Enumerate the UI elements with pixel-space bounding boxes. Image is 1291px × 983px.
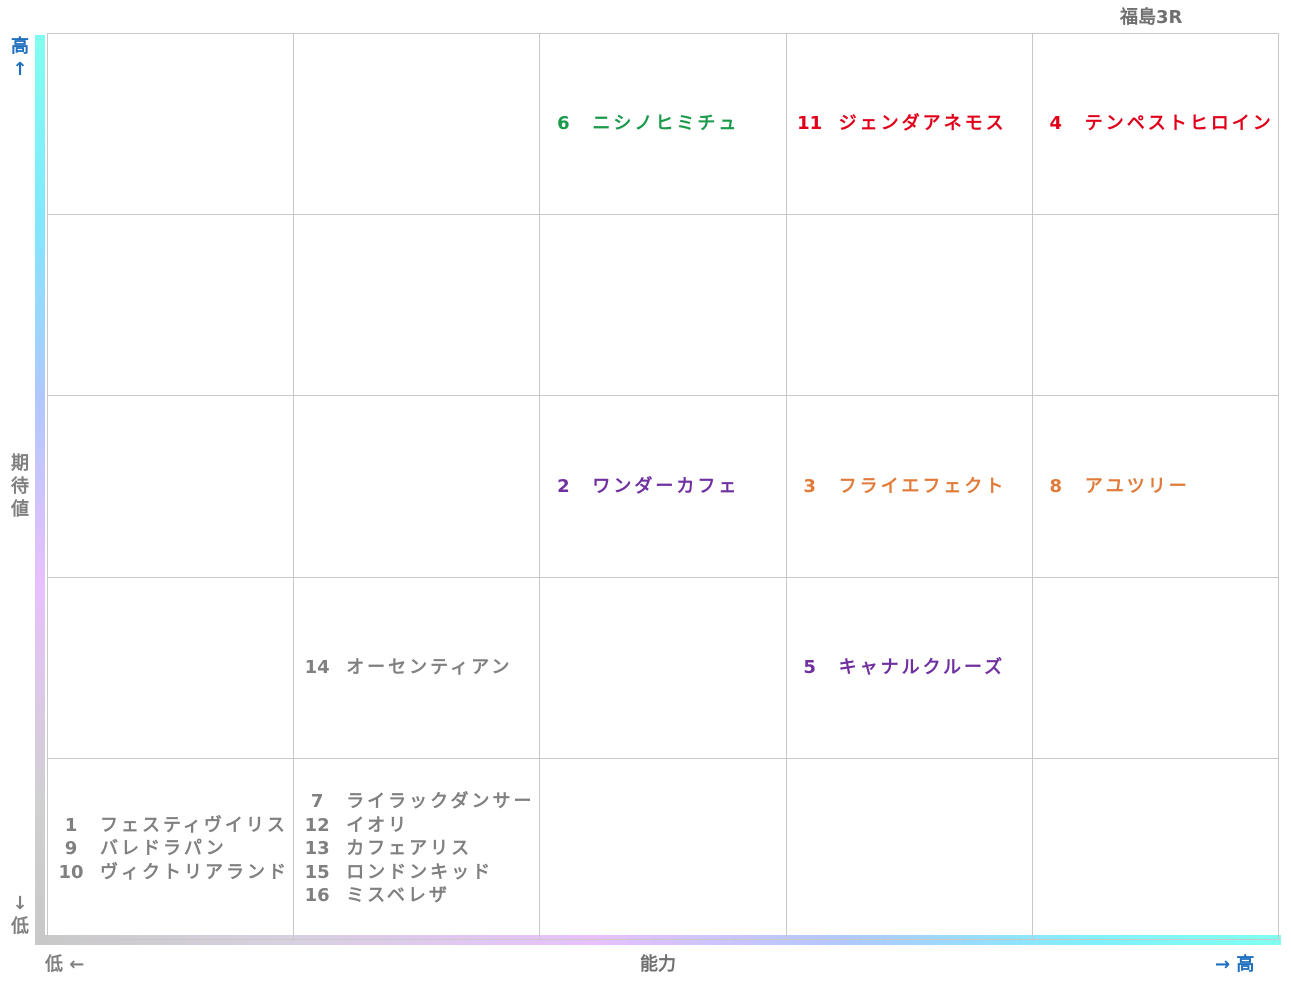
entry: 9 バレドラパン — [54, 837, 293, 861]
entry: 4 テンペストヒロイン — [1039, 112, 1278, 136]
entry-number: 4 — [1049, 113, 1063, 135]
entry: 10 ヴィクトリアランド — [54, 861, 293, 885]
cell: 8 アユツリー — [1031, 396, 1278, 578]
x-axis-high: → 高 — [1215, 954, 1255, 975]
entry-number: 12 — [304, 814, 330, 836]
entry-name: ワンダーカフェ — [592, 475, 740, 497]
y-axis-bar — [35, 35, 45, 943]
cell — [1031, 758, 1278, 940]
cell: 6 ニシノヒミチュ — [539, 34, 786, 216]
entry: 15 ロンドンキッド — [300, 861, 539, 885]
x-axis-bar — [35, 935, 1281, 945]
entry: 3 フライエフェクト — [793, 475, 1032, 499]
cell: 1 フェスティヴイリス 9 バレドラパン 10 ヴィクトリアランド — [47, 758, 294, 940]
entry: 14 オーセンティアン — [300, 656, 539, 680]
cell — [47, 34, 294, 216]
cell: 7 ライラックダンサー 12 イオリ 13 カフェアリス 15 ロンドンキッド 16 ミスベレザ — [293, 758, 540, 940]
entry-name: キャナルクルーズ — [838, 656, 1006, 678]
entry-number: 16 — [304, 885, 330, 907]
entry-name: オーセンティアン — [346, 656, 513, 678]
entry-name: テンペストヒロイン — [1084, 113, 1274, 135]
entry-number: 6 — [557, 113, 570, 135]
entry-name: フライエフェクト — [838, 475, 1007, 497]
cell — [1031, 577, 1278, 759]
entry: 5 キャナルクルーズ — [793, 656, 1032, 680]
y-axis-low: ↓低 — [11, 893, 29, 937]
entry: 1 フェスティヴイリス — [54, 814, 293, 838]
entry-number: 15 — [304, 861, 330, 883]
entry: 16 ミスベレザ — [300, 884, 539, 908]
entry: 8 アユツリー — [1039, 475, 1278, 499]
cell — [539, 577, 786, 759]
entry-name: バレドラパン — [100, 838, 227, 860]
cell — [539, 215, 786, 397]
entry: 11 ジェンダアネモス — [793, 112, 1032, 136]
cell: 14 オーセンティアン — [293, 577, 540, 759]
entry-name: フェスティヴイリス — [100, 814, 288, 836]
entry-number: 13 — [304, 838, 330, 860]
y-axis-label: 期待値 — [11, 453, 29, 520]
entry-number: 2 — [557, 475, 570, 497]
cell — [293, 215, 540, 397]
cell — [47, 215, 294, 397]
y-axis-high: 高↑ — [11, 36, 29, 80]
grid: 6 ニシノヒミチュ 11 ジェンダアネモス 4 テンペストヒロイン 2 ワンダーカフェ 3 フライ… — [47, 33, 1279, 940]
entry: 7 ライラックダンサー — [300, 790, 539, 814]
cell — [539, 758, 786, 940]
cell: 11 ジェンダアネモス — [785, 34, 1032, 216]
entry-number: 8 — [1049, 475, 1063, 497]
entry-number: 3 — [803, 475, 816, 497]
entry-name: イオリ — [346, 814, 410, 836]
entry: 12 イオリ — [300, 814, 539, 838]
cell — [293, 34, 540, 216]
entry-number: 14 — [304, 656, 330, 678]
x-axis-low: 低 ← — [45, 954, 85, 975]
entry: 6 ニシノヒミチュ — [546, 112, 785, 136]
cell — [47, 577, 294, 759]
title: 福島3R — [1120, 7, 1183, 28]
cell — [47, 396, 294, 578]
cell: 5 キャナルクルーズ — [785, 577, 1032, 759]
entry-name: ニシノヒミチュ — [592, 113, 740, 135]
entry-number: 7 — [310, 791, 324, 813]
entry-name: ヴィクトリアランド — [100, 861, 289, 883]
cell: 3 フライエフェクト — [785, 396, 1032, 578]
cell: 2 ワンダーカフェ — [539, 396, 786, 578]
x-axis-label: 能力 — [640, 954, 676, 975]
cell — [785, 215, 1032, 397]
entry-number: 11 — [797, 113, 823, 135]
entry-number: 9 — [64, 838, 78, 860]
cell — [293, 396, 540, 578]
cell: 4 テンペストヒロイン — [1031, 34, 1278, 216]
entry-name: ライラックダンサー — [346, 791, 535, 813]
entry-name: アユツリー — [1084, 475, 1190, 497]
entry-name: ミスベレザ — [346, 885, 450, 907]
entry-name: ロンドンキッド — [346, 861, 494, 883]
entry-number: 10 — [58, 861, 84, 883]
entry-name: ジェンダアネモス — [838, 113, 1007, 135]
cell — [1031, 215, 1278, 397]
entry-number: 1 — [64, 814, 78, 836]
entry: 2 ワンダーカフェ — [546, 475, 785, 499]
entry-number: 5 — [803, 656, 816, 678]
cell — [785, 758, 1032, 940]
entry-name: カフェアリス — [346, 838, 473, 860]
entry: 13 カフェアリス — [300, 837, 539, 861]
